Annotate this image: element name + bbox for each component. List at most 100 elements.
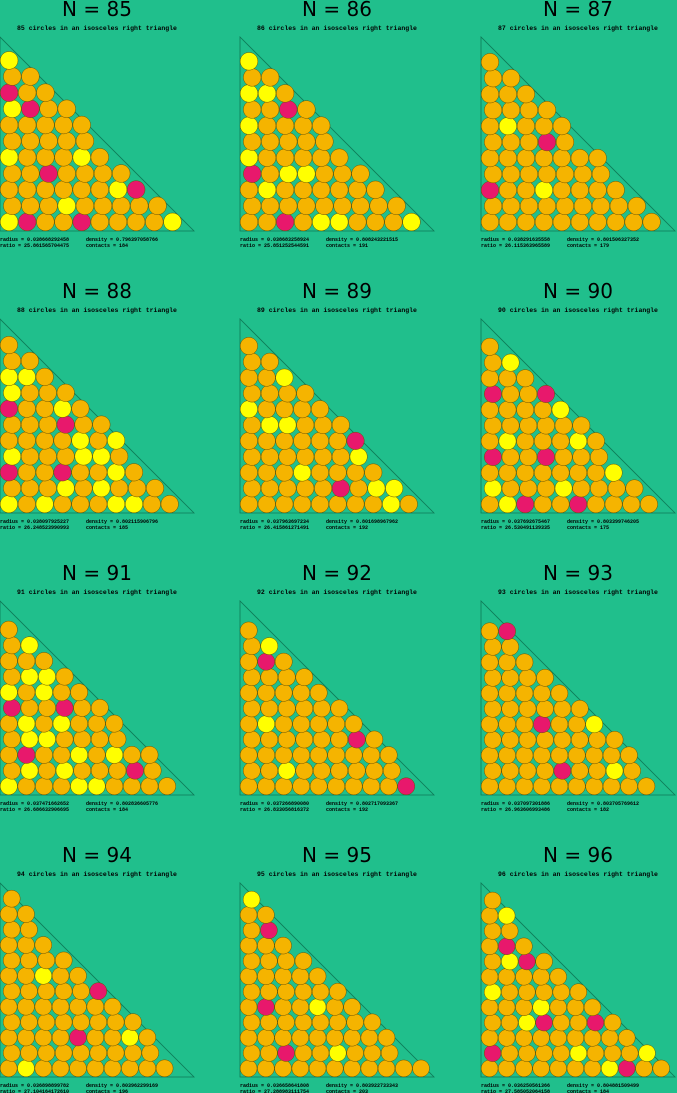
- circle: [377, 1029, 396, 1047]
- circle: [501, 669, 519, 687]
- circle: [480, 337, 499, 356]
- circle: [501, 983, 519, 1001]
- circle: [295, 761, 314, 780]
- panel-subtitle: 91 circles in an isosceles right triangl…: [17, 589, 177, 596]
- circle: [51, 997, 70, 1016]
- circle: [86, 1059, 105, 1078]
- circle: [360, 1029, 379, 1047]
- circle: [351, 164, 370, 183]
- circle: [3, 164, 22, 183]
- circle: [54, 180, 73, 199]
- circle: [294, 180, 313, 199]
- circle: [128, 479, 147, 498]
- circle: [52, 777, 71, 796]
- circle: [103, 997, 122, 1016]
- circle: [275, 400, 294, 419]
- circle: [294, 1013, 313, 1032]
- panel-title: N = 89: [302, 279, 372, 303]
- circle: [501, 385, 520, 403]
- circle: [483, 385, 502, 403]
- circle: [90, 730, 109, 749]
- circle: [329, 1013, 347, 1032]
- circle: [395, 1059, 413, 1078]
- circle: [3, 761, 21, 780]
- triangle: [239, 882, 435, 1078]
- panel-title: N = 87: [543, 0, 613, 21]
- circle: [519, 101, 539, 120]
- circle: [502, 133, 521, 152]
- panel-title: N = 90: [543, 279, 613, 303]
- circle: [498, 495, 517, 514]
- circle: [535, 983, 553, 1001]
- circle: [347, 761, 366, 780]
- circle: [297, 132, 316, 151]
- circle: [107, 431, 126, 450]
- circle: [0, 463, 18, 482]
- circle: [533, 432, 552, 451]
- circle: [480, 53, 500, 72]
- circle: [260, 1044, 278, 1062]
- circle: [108, 730, 127, 749]
- circle: [555, 133, 575, 152]
- circle: [239, 967, 258, 986]
- circle: [73, 699, 92, 717]
- circle: [239, 652, 258, 671]
- circle: [35, 399, 54, 418]
- circle: [17, 905, 35, 923]
- circle: [573, 165, 592, 184]
- circle: [291, 967, 309, 986]
- circle: [498, 968, 516, 986]
- circle: [554, 448, 573, 466]
- circle: [498, 715, 516, 734]
- circle: [17, 777, 36, 796]
- circle: [652, 1059, 670, 1078]
- circle: [20, 699, 39, 717]
- circle: [534, 181, 553, 200]
- circle: [20, 761, 39, 780]
- circle: [0, 51, 19, 70]
- circle: [533, 746, 551, 765]
- circle: [20, 479, 39, 498]
- circle: [294, 983, 313, 1001]
- circle: [568, 777, 586, 796]
- circle: [515, 684, 534, 703]
- circle: [498, 149, 517, 168]
- circle: [640, 495, 658, 514]
- circle: [369, 196, 388, 215]
- circle: [17, 1059, 35, 1078]
- circle: [380, 1044, 399, 1062]
- circle: [583, 1059, 602, 1078]
- circle: [20, 1013, 38, 1031]
- circle: [2, 951, 21, 970]
- circle: [243, 132, 262, 151]
- circle: [260, 637, 279, 655]
- circle: [484, 165, 503, 184]
- circle: [126, 180, 146, 199]
- circle: [484, 762, 502, 780]
- circle: [276, 180, 295, 199]
- circle: [34, 997, 53, 1016]
- circle: [2, 889, 21, 908]
- circle: [257, 683, 276, 702]
- circle: [21, 67, 40, 86]
- circle: [0, 148, 19, 167]
- circle: [518, 731, 537, 749]
- circle: [54, 148, 73, 167]
- circle: [261, 68, 280, 87]
- panel-subtitle: 88 circles in an isosceles right triangl…: [17, 307, 177, 314]
- circle: [155, 1059, 174, 1078]
- circle: [295, 668, 314, 687]
- circle: [239, 84, 259, 103]
- circle: [17, 936, 35, 954]
- circle: [0, 367, 18, 386]
- circle: [605, 731, 624, 749]
- circle: [483, 416, 502, 435]
- circle: [0, 997, 18, 1016]
- circle: [110, 479, 129, 498]
- circle: [18, 148, 37, 167]
- circle: [572, 448, 591, 466]
- circle: [38, 447, 57, 466]
- circle: [549, 1059, 567, 1078]
- circle: [20, 1044, 38, 1062]
- circle: [484, 700, 502, 718]
